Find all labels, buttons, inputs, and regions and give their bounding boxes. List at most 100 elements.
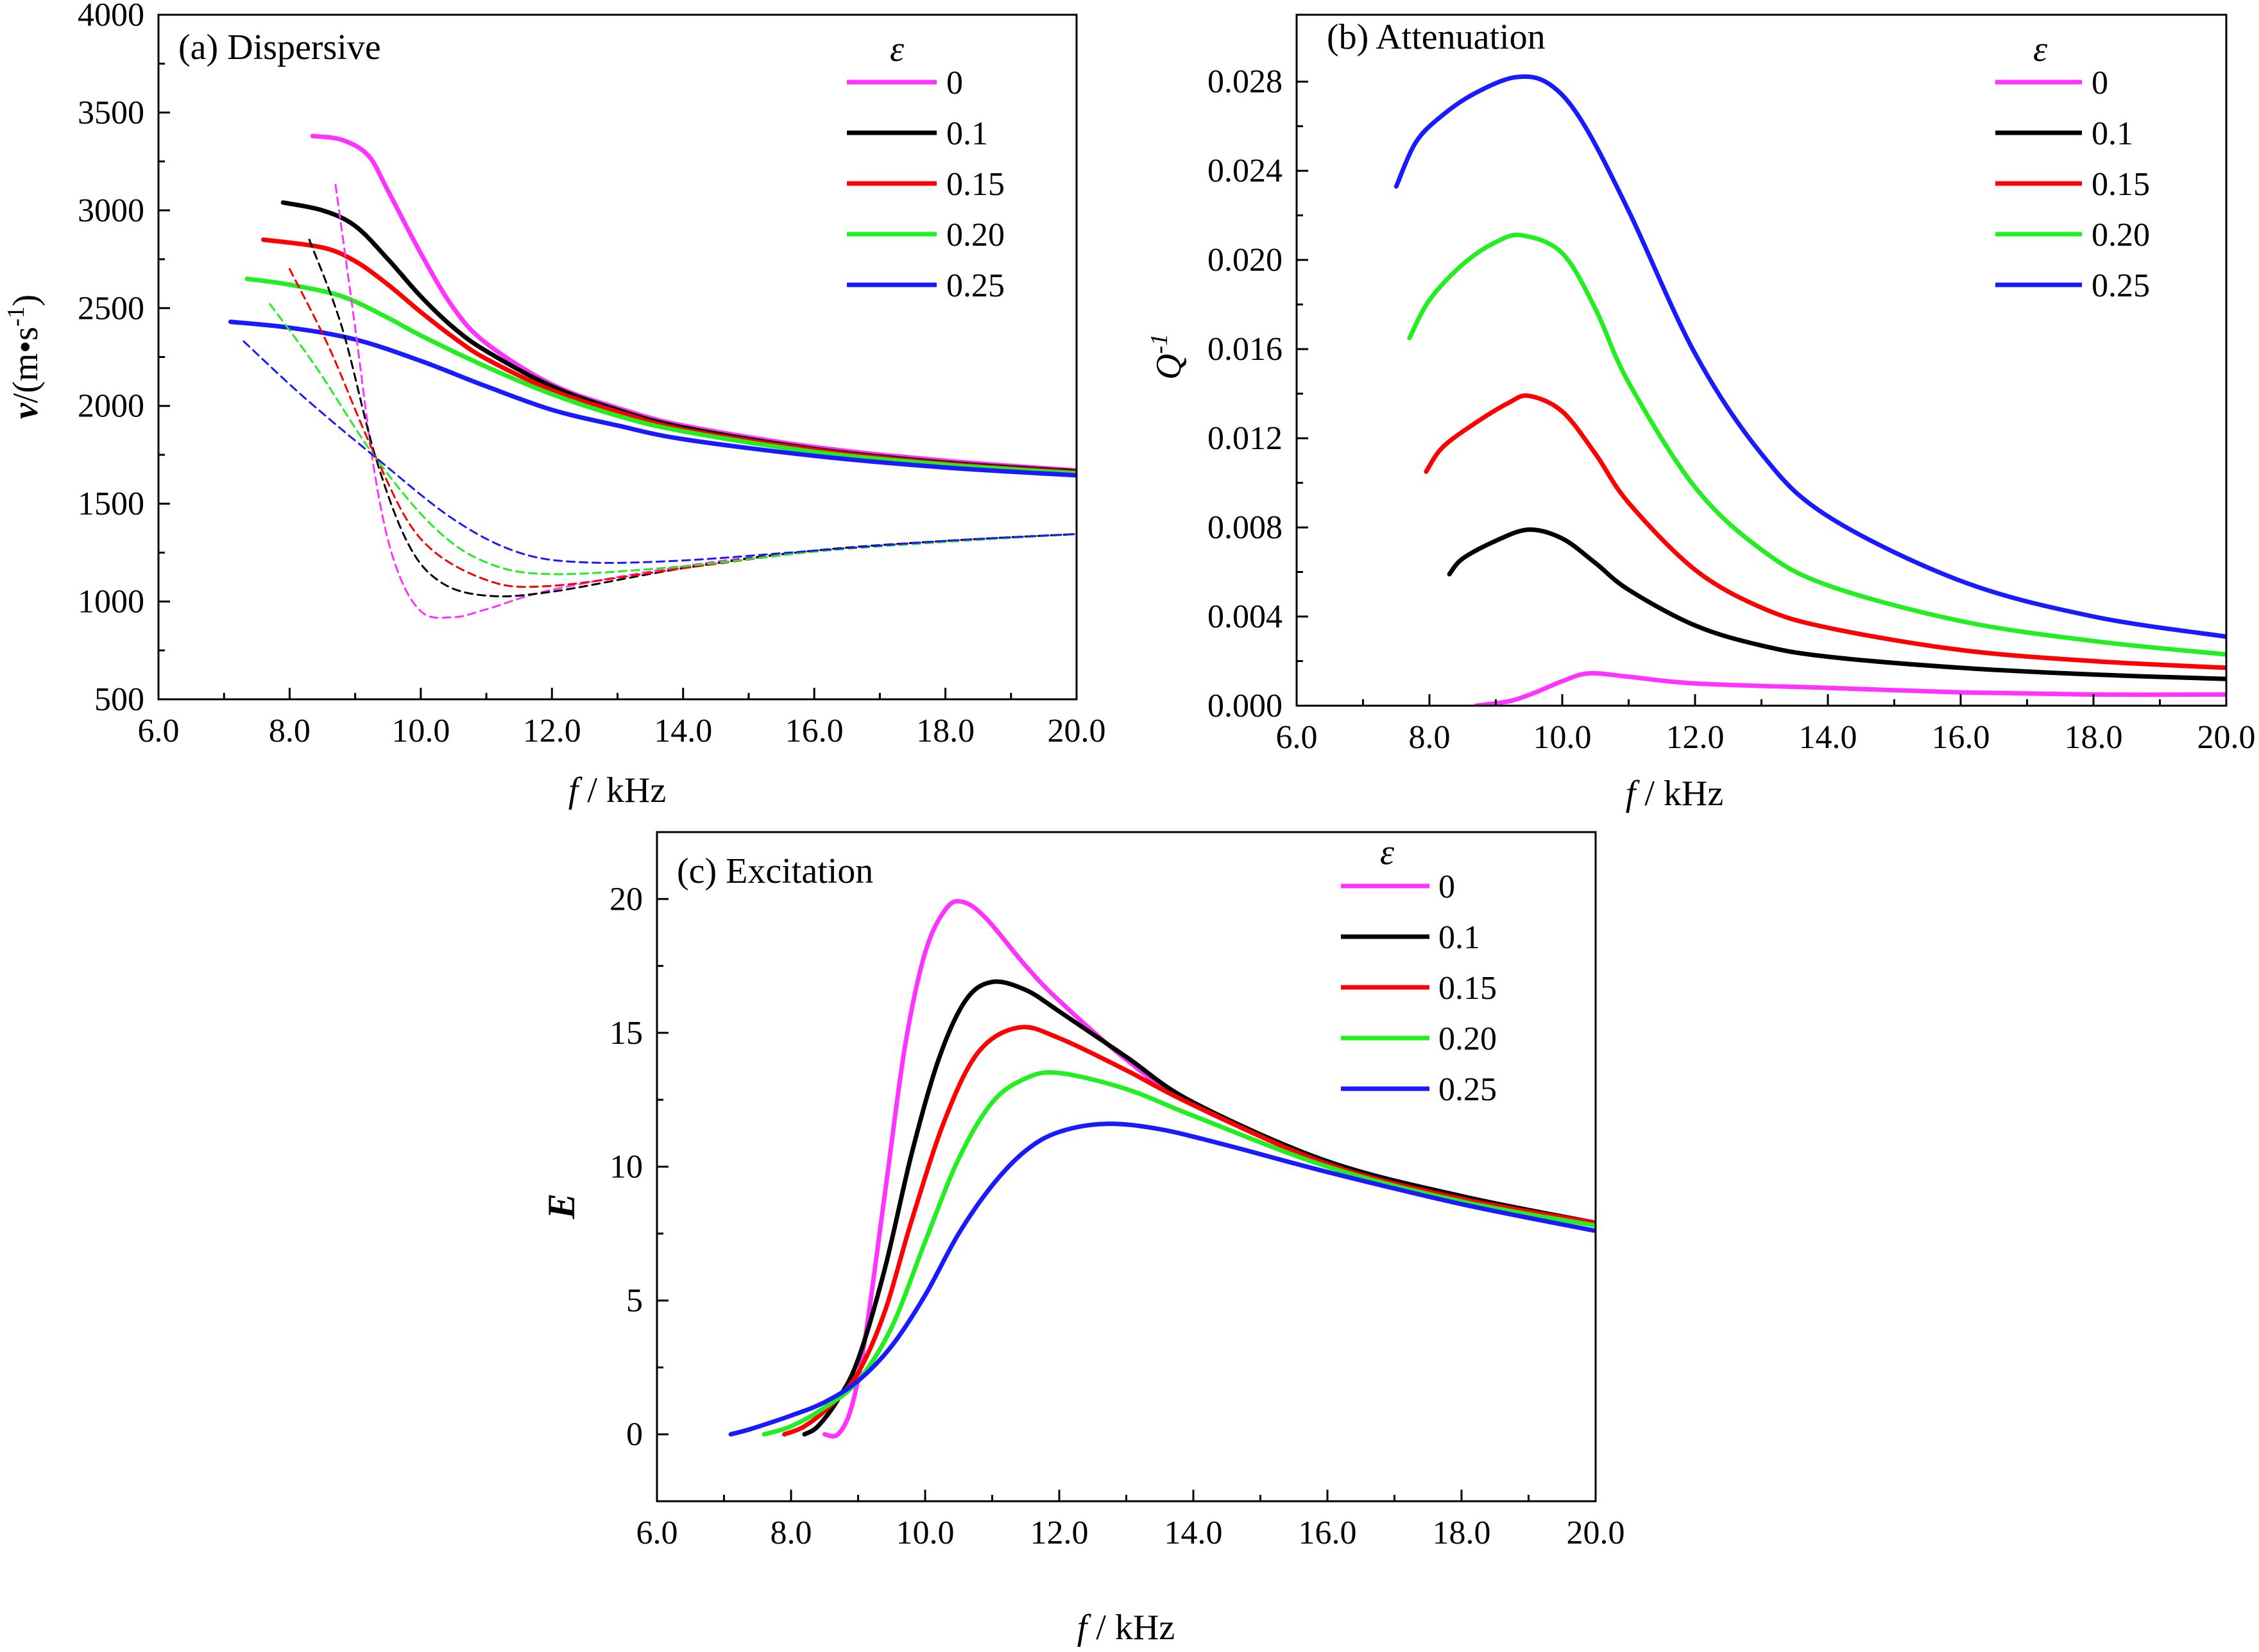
panel-c-y-tick-label: 15 xyxy=(610,1015,643,1052)
panel-b-x-axis-label: f / kHz xyxy=(1626,774,1723,813)
panel-b-y-tick-label: 0.012 xyxy=(1207,420,1283,457)
panel-a-series-0_1-dashed-line xyxy=(308,239,1077,598)
panel-a-legend: ε 0 0.1 0.15 0.20 0.25 xyxy=(847,30,1005,304)
panel-b-x-tick-label: 6.0 xyxy=(1276,719,1318,756)
panel-c-legend-label: 0.25 xyxy=(1438,1071,1497,1108)
panel-a-legend-label: 0.25 xyxy=(946,268,1005,304)
panel-c-legend-label: 0.15 xyxy=(1438,970,1497,1007)
panel-c-legend-label: 0.1 xyxy=(1438,919,1480,956)
panel-b-legend-label: 0 xyxy=(2092,65,2108,101)
panel-b-x-tick-label: 8.0 xyxy=(1409,719,1451,756)
panel-a-series-0_15-dashed-line xyxy=(288,268,1077,588)
panel-b-x-tick-label: 14.0 xyxy=(1799,719,1857,756)
panel-c-x-tick-label: 8.0 xyxy=(771,1515,812,1551)
panel-b-y-axis-label: Q-1 xyxy=(1146,334,1189,380)
panel-c-x-tick-label: 16.0 xyxy=(1299,1515,1357,1551)
panel-a-y-tick-label: 2000 xyxy=(78,388,144,425)
panel-b-y-tick-label: 0.020 xyxy=(1207,242,1283,278)
panel-c-series-0_25-line xyxy=(728,1121,1596,1437)
panel-c-legend-title: ε xyxy=(1380,833,1395,873)
panel-a-x-tick-label: 8.0 xyxy=(269,713,311,749)
panel-b-y-tick-label: 0.028 xyxy=(1207,64,1283,100)
panel-c-x-tick-label: 12.0 xyxy=(1030,1515,1089,1551)
panel-c-y-tick-label: 0 xyxy=(626,1417,643,1453)
panel-b-x-tick-label: 18.0 xyxy=(2065,719,2123,756)
panel-a-y-axis-label: v/(m•s-1) xyxy=(3,294,46,419)
panel-b-x-tick-label: 16.0 xyxy=(1932,719,1990,756)
panel-a-legend-label: 0 xyxy=(946,65,963,101)
panel-c-x-tick-label: 18.0 xyxy=(1433,1515,1491,1551)
panel-a-legend-label: 0.20 xyxy=(946,217,1005,253)
panel-c-plot-area: 6.0 8.0 10.0 12.0 14.0 16.0 18.0 20.0 0 5 10 15 20 xyxy=(610,831,1625,1551)
panel-a-series-group xyxy=(228,133,1077,619)
panel-c-x-tick-label: 10.0 xyxy=(896,1515,955,1551)
panel-a-y-tick-label: 1500 xyxy=(78,486,144,522)
panel-b-series-0_20-line xyxy=(1407,232,2226,657)
panel-c-x-axis-unit: / kHz xyxy=(1087,1608,1175,1648)
panel-b-series-0_15-line xyxy=(1424,393,2226,670)
panel-a-x-tick-label: 6.0 xyxy=(138,713,180,749)
panel-a-x-tick-label: 20.0 xyxy=(1048,713,1106,749)
panel-b-legend-label: 0.1 xyxy=(2092,115,2133,152)
panel-a-x-tick-label: 10.0 xyxy=(391,713,450,749)
panel-c-excitation: 6.0 8.0 10.0 12.0 14.0 16.0 18.0 20.0 0 5 10 15 20 (… xyxy=(540,831,1625,1648)
panel-b-y-tick-label: 0.024 xyxy=(1207,153,1283,189)
panel-b-y-tick-label: 0.004 xyxy=(1207,599,1283,635)
panel-c-legend: ε 0 0.1 0.15 0.20 0.25 xyxy=(1341,833,1497,1108)
panel-c-title: (c) Excitation xyxy=(677,851,873,891)
panel-b-x-axis-unit: / kHz xyxy=(1635,774,1723,813)
panel-a-legend-label: 0.15 xyxy=(946,166,1005,203)
panel-c-legend-label: 0 xyxy=(1438,869,1455,905)
panel-a-x-tick-label: 16.0 xyxy=(785,713,844,749)
panel-b-title: (b) Attenuation xyxy=(1327,17,1546,57)
panel-a-x-axis-unit: / kHz xyxy=(578,771,666,810)
panel-a-y-tick-label: 4000 xyxy=(78,0,144,33)
panel-a-y-tick-label: 2500 xyxy=(78,290,144,327)
panel-b-legend: ε 0 0.1 0.15 0.20 0.25 xyxy=(1995,30,2150,304)
panel-b-plot-area: 6.0 8.0 10.0 12.0 14.0 16.0 18.0 20.0 0.000 0.004… xyxy=(1207,13,2256,756)
panel-a-legend-label: 0.1 xyxy=(946,115,988,152)
panel-c-y-tick-label: 10 xyxy=(610,1149,643,1186)
panel-b-y-tick-label: 0.008 xyxy=(1207,509,1283,546)
panel-a-x-tick-label: 14.0 xyxy=(654,713,712,749)
panel-b-legend-title: ε xyxy=(2033,30,2048,69)
panel-a-y-tick-label: 3500 xyxy=(78,94,144,131)
panel-b-x-tick-label: 20.0 xyxy=(2197,719,2256,756)
panel-b-x-tick-label: 10.0 xyxy=(1533,719,1592,756)
panel-a-y-tick-label: 500 xyxy=(94,681,144,718)
panel-a-legend-title: ε xyxy=(890,30,905,69)
panel-b-series-0_1-line xyxy=(1447,527,2226,681)
panel-c-legend-label: 0.20 xyxy=(1438,1021,1497,1057)
panel-c-x-axis-label: f / kHz xyxy=(1077,1608,1175,1648)
panel-a-dispersive: 6.0 8.0 10.0 12.0 14.0 16.0 18.0 20.0 500 1000 150… xyxy=(3,0,1106,810)
panel-b-x-tick-label: 12.0 xyxy=(1666,719,1725,756)
panel-c-series-group xyxy=(728,899,1596,1439)
panel-b-y-tick-label: 0.016 xyxy=(1207,331,1283,368)
panel-b-series-0_25-line xyxy=(1394,74,2226,639)
panel-b-y-tick-label: 0.000 xyxy=(1207,688,1283,724)
panel-b-series-group xyxy=(1394,74,2226,706)
panel-a-series-0_20-line xyxy=(244,277,1077,476)
panel-b-legend-label: 0.20 xyxy=(2092,217,2150,253)
panel-a-x-tick-label: 12.0 xyxy=(523,713,581,749)
panel-a-x-axis-label: f / kHz xyxy=(568,771,666,810)
panel-a-series-0_25-dashed-line xyxy=(243,340,1077,564)
panel-b-legend-label: 0.15 xyxy=(2092,166,2150,203)
panel-a-plot-area: 6.0 8.0 10.0 12.0 14.0 16.0 18.0 20.0 500 1000 150… xyxy=(78,0,1106,749)
panel-c-y-tick-label: 20 xyxy=(610,881,643,917)
panel-b-series-0-line xyxy=(1473,670,2226,706)
panel-a-y-tick-label: 3000 xyxy=(78,192,144,229)
panel-c-y-axis-label: E xyxy=(540,1193,583,1220)
panel-c-x-tick-label: 14.0 xyxy=(1164,1515,1223,1551)
panel-a-x-tick-label: 18.0 xyxy=(916,713,975,749)
panel-a-y-tick-label: 1000 xyxy=(78,584,144,620)
panel-c-x-tick-label: 20.0 xyxy=(1567,1515,1625,1551)
panel-c-x-tick-label: 6.0 xyxy=(636,1515,678,1551)
panel-c-y-tick-label: 5 xyxy=(626,1282,643,1319)
panel-a-series-0_25-line xyxy=(228,319,1077,478)
panel-b-attenuation: 6.0 8.0 10.0 12.0 14.0 16.0 18.0 20.0 0.000 0.004… xyxy=(1146,13,2256,813)
panel-a-title: (a) Dispersive xyxy=(178,28,381,67)
panel-c-series-0_1-line xyxy=(802,979,1596,1437)
panel-b-legend-label: 0.25 xyxy=(2092,268,2150,304)
